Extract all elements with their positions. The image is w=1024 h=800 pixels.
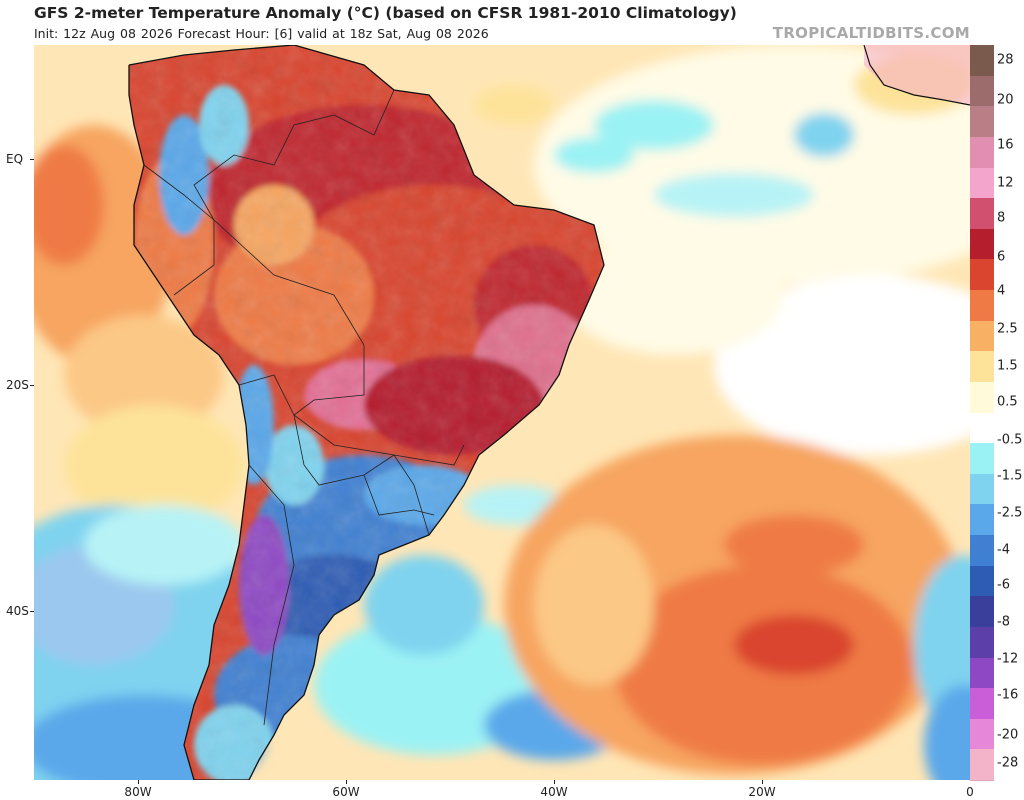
- colorbar-label: -28: [997, 755, 1019, 771]
- colorbar-swatch: [970, 443, 994, 475]
- colorbar-swatch: [970, 290, 994, 322]
- lon-label-0: 0: [966, 785, 974, 799]
- lat-label-eq: EQ: [6, 152, 24, 166]
- colorbar-label: -2.5: [997, 505, 1023, 521]
- colorbar-label: -8: [997, 614, 1010, 630]
- anomaly-map: [34, 45, 970, 780]
- map-svg: [34, 45, 970, 780]
- chart-title: GFS 2-meter Temperature Anomaly (°C) (ba…: [34, 4, 737, 22]
- colorbar-label: -0.5: [997, 432, 1023, 448]
- colorbar-label: 1.5: [997, 358, 1018, 374]
- colorbar-label: -1.5: [997, 468, 1023, 484]
- lat-tick: [30, 611, 34, 612]
- colorbar-swatch: [970, 351, 994, 383]
- colorbar-label: 6: [997, 249, 1006, 265]
- lat-label-40s: 40S: [6, 604, 29, 618]
- colorbar-label: 28: [997, 52, 1014, 68]
- colorbar-label: -4: [997, 542, 1010, 558]
- colorbar-label: -6: [997, 577, 1010, 593]
- lat-tick: [30, 385, 34, 386]
- colorbar-label: -12: [997, 651, 1019, 667]
- colorbar-swatch: [970, 45, 994, 77]
- colorbar-swatch: [970, 198, 994, 230]
- colorbar-label: 8: [997, 210, 1006, 226]
- colorbar: [970, 45, 994, 781]
- colorbar-label: 20: [997, 92, 1014, 108]
- colorbar-label: -16: [997, 687, 1019, 703]
- colorbar-swatch: [970, 473, 994, 506]
- colorbar-swatch: [970, 657, 994, 690]
- colorbar-swatch: [970, 749, 994, 781]
- colorbar-swatch: [970, 718, 994, 751]
- lon-tick: [554, 780, 555, 784]
- lon-tick: [138, 780, 139, 784]
- lat-tick: [30, 159, 34, 160]
- colorbar-swatch: [970, 565, 994, 598]
- colorbar-swatch: [970, 106, 994, 138]
- lon-label-20w: 20W: [748, 785, 776, 799]
- colorbar-swatch: [970, 259, 994, 291]
- colorbar-swatch: [970, 504, 994, 536]
- lon-label-40w: 40W: [540, 785, 568, 799]
- continent-africa: [863, 45, 970, 106]
- colorbar-swatch: [970, 596, 994, 628]
- colorbar-label: 16: [997, 137, 1014, 153]
- colorbar-label: -20: [997, 727, 1019, 743]
- colorbar-swatch: [970, 688, 994, 720]
- lon-tick: [346, 780, 347, 784]
- colorbar-swatch: [970, 412, 994, 445]
- colorbar-swatch: [970, 167, 994, 200]
- brand-watermark: TROPICALTIDBITS.COM: [772, 24, 970, 42]
- chart-subtitle: Init: 12z Aug 08 2026 Forecast Hour: [6]…: [34, 26, 489, 41]
- lat-label-20s: 20S: [6, 378, 29, 392]
- lon-label-60w: 60W: [332, 785, 360, 799]
- lon-label-80w: 80W: [124, 785, 152, 799]
- colorbar-swatch: [970, 136, 994, 169]
- colorbar-label: 2.5: [997, 321, 1018, 337]
- colorbar-swatch: [970, 320, 994, 353]
- lon-tick: [762, 780, 763, 784]
- colorbar-label: 0.5: [997, 394, 1018, 410]
- colorbar-swatch: [970, 535, 994, 567]
- colorbar-swatch: [970, 75, 994, 108]
- colorbar-swatch: [970, 228, 994, 261]
- colorbar-label: 12: [997, 175, 1014, 191]
- colorbar-swatch: [970, 626, 994, 659]
- colorbar-label: 4: [997, 283, 1006, 299]
- colorbar-swatch: [970, 381, 994, 414]
